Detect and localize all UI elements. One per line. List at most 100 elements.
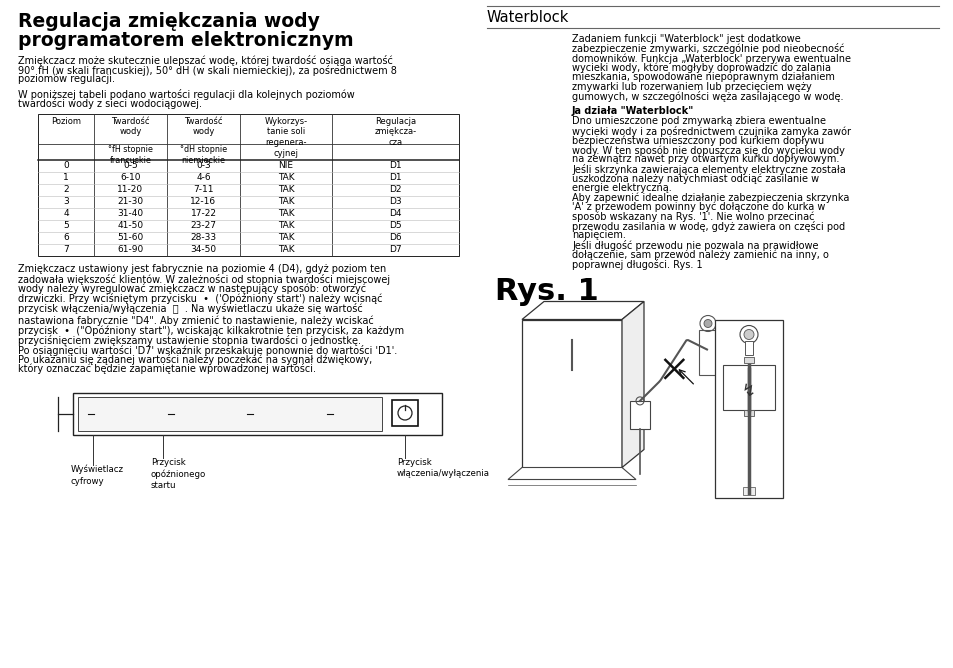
Point (132, 412, 148, 423)
Text: Przycisk
włączenia/wyłączenia: Przycisk włączenia/wyłączenia (396, 458, 490, 478)
Text: twardości wody z sieci wodociągowej.: twardości wody z sieci wodociągowej. (18, 98, 202, 109)
Point (221, 413, 236, 424)
Text: 6: 6 (63, 234, 69, 242)
Point (225, 405, 240, 415)
Polygon shape (621, 301, 643, 468)
Bar (38, 114, 458, 255)
Point (141, 420, 156, 431)
Polygon shape (507, 468, 636, 480)
Text: programatorem elektronicznym: programatorem elektronicznym (18, 31, 354, 50)
Text: D1: D1 (389, 162, 401, 170)
Bar (392, 400, 417, 426)
Point (361, 424, 376, 434)
Text: 6-10: 6-10 (120, 174, 141, 182)
Point (92, 398, 108, 409)
Text: wycieki wody, które mogłyby doprowadzić do zalania: wycieki wody, które mogłyby doprowadzić … (572, 63, 830, 73)
Text: 51-60: 51-60 (117, 234, 144, 242)
Text: mieszkania, spowodowane niepoprawnym działaniem: mieszkania, spowodowane niepoprawnym dzi… (572, 72, 834, 82)
Point (179, 420, 194, 431)
Point (312, 410, 327, 421)
Point (180, 420, 195, 431)
Text: drzwiczki. Przy wciśniętym przycisku  •  ('Opóźniony start') należy wcisnąć: drzwiczki. Przy wciśniętym przycisku • (… (18, 293, 382, 304)
Point (170, 394, 185, 405)
Polygon shape (521, 301, 643, 319)
Point (120, 401, 135, 411)
Text: D5: D5 (389, 222, 401, 230)
Text: W poniższej tabeli podano wartości regulacji dla kolejnych poziomów: W poniższej tabeli podano wartości regul… (18, 88, 355, 100)
Point (102, 417, 117, 428)
Text: 4-6: 4-6 (196, 174, 211, 182)
Text: zadowała większość klientów. W zależności od stopnia twardości miejscowej: zadowała większość klientów. W zależnośc… (18, 274, 390, 285)
Text: na zewnątrz nawet przy otwartym kurku dopływowym.: na zewnątrz nawet przy otwartym kurku do… (572, 154, 839, 164)
Point (298, 405, 314, 416)
Point (164, 413, 179, 424)
Point (79, 406, 94, 417)
Text: TAK: TAK (277, 210, 294, 218)
Point (339, 400, 355, 411)
Point (307, 395, 322, 405)
Text: 31-40: 31-40 (117, 210, 143, 218)
Text: 4: 4 (63, 210, 69, 218)
Text: D7: D7 (389, 246, 401, 255)
Text: Jeśli długość przewodu nie pozwala na prawidłowe: Jeśli długość przewodu nie pozwala na pr… (572, 240, 818, 251)
Text: 21-30: 21-30 (117, 198, 143, 206)
Point (83, 413, 98, 424)
Circle shape (743, 329, 753, 339)
Text: Regulacja
zmiękcza-
cza: Regulacja zmiękcza- cza (374, 116, 416, 147)
Text: napięciem.: napięciem. (572, 230, 625, 240)
Point (350, 411, 365, 422)
Text: TAK: TAK (277, 234, 294, 242)
Text: Ja działa "Waterblock": Ja działa "Waterblock" (572, 106, 694, 116)
Point (362, 414, 377, 425)
Text: Jeśli skrzynka zawierająca elementy elektryczne została: Jeśli skrzynka zawierająca elementy elek… (572, 164, 845, 175)
Point (164, 409, 179, 420)
Point (254, 421, 270, 432)
Point (337, 394, 353, 405)
Point (303, 415, 318, 426)
Point (250, 395, 265, 406)
Point (154, 397, 170, 407)
Point (234, 413, 250, 424)
Point (259, 396, 274, 407)
Point (195, 423, 211, 434)
Point (100, 414, 115, 425)
Text: D3: D3 (389, 198, 401, 206)
Text: D6: D6 (389, 234, 401, 242)
Point (230, 415, 245, 426)
Point (233, 399, 249, 409)
Text: TAK: TAK (277, 174, 294, 182)
Point (129, 411, 144, 422)
Point (75, 421, 91, 432)
Point (108, 417, 123, 428)
Text: °fH stopnie
francuskie: °fH stopnie francuskie (108, 146, 152, 165)
Text: TAK: TAK (277, 198, 294, 206)
Text: Po osiągnięciu wartości 'D7' wskaźnik przeskakuje ponownie do wartości 'D1'.: Po osiągnięciu wartości 'D7' wskaźnik pr… (18, 345, 396, 355)
Text: Zmiękczacz może skutecznie ulepszać wodę, której twardość osiąga wartość: Zmiękczacz może skutecznie ulepszać wodę… (18, 55, 393, 66)
Point (355, 408, 371, 419)
Point (220, 401, 235, 411)
Point (344, 409, 359, 420)
Point (304, 394, 319, 405)
Text: wody. W ten sposób nie dopuszcza się do wycieku wody: wody. W ten sposób nie dopuszcza się do … (572, 145, 844, 156)
Point (128, 403, 143, 414)
Text: Twardość
wody: Twardość wody (184, 116, 222, 136)
Point (253, 394, 268, 405)
Point (263, 413, 278, 424)
Point (182, 403, 197, 413)
Point (87, 422, 102, 432)
Text: D4: D4 (389, 210, 401, 218)
Point (348, 399, 363, 409)
Point (240, 400, 255, 411)
Point (284, 409, 299, 420)
Point (303, 396, 318, 407)
Text: 0-5: 0-5 (123, 162, 138, 170)
Point (132, 421, 148, 432)
Circle shape (703, 319, 711, 327)
Text: 0: 0 (63, 162, 69, 170)
Text: poprawnej długości. Rys. 1: poprawnej długości. Rys. 1 (572, 259, 702, 270)
Point (291, 397, 306, 407)
Point (262, 399, 277, 410)
Text: Wyświetlacz
cyfrowy: Wyświetlacz cyfrowy (71, 465, 124, 486)
Point (284, 404, 299, 415)
Point (148, 401, 163, 411)
